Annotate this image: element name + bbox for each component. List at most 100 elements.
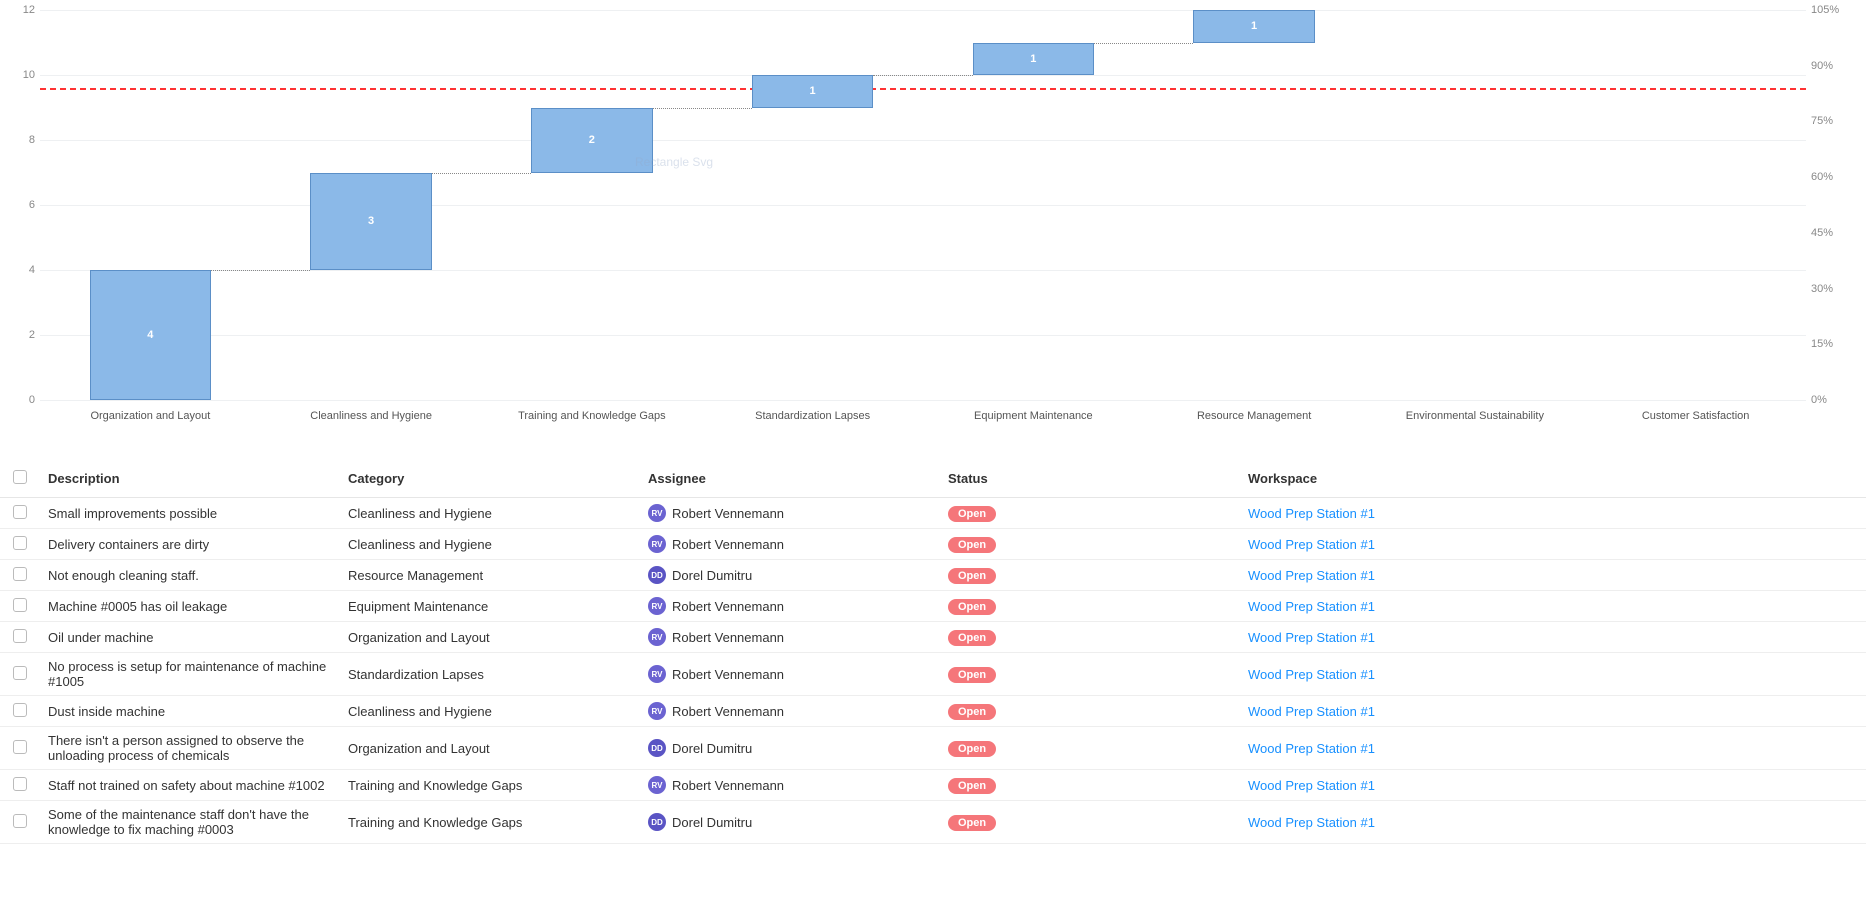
status-badge[interactable]: Open bbox=[948, 599, 996, 615]
avatar: DD bbox=[648, 813, 666, 831]
header-assignee[interactable]: Assignee bbox=[640, 460, 940, 498]
cell-status: Open bbox=[940, 560, 1240, 591]
table-row[interactable]: No process is setup for maintenance of m… bbox=[0, 653, 1866, 696]
waterfall-chart: 0246810120%15%30%45%60%75%90%105%Organiz… bbox=[0, 0, 1866, 440]
status-badge[interactable]: Open bbox=[948, 568, 996, 584]
cell-workspace: Wood Prep Station #1 bbox=[1240, 591, 1866, 622]
select-all-checkbox[interactable] bbox=[13, 470, 27, 484]
workspace-link[interactable]: Wood Prep Station #1 bbox=[1248, 568, 1375, 583]
table-row[interactable]: Staff not trained on safety about machin… bbox=[0, 770, 1866, 801]
row-checkbox[interactable] bbox=[13, 629, 27, 643]
assignee-name: Robert Vennemann bbox=[672, 506, 784, 521]
cell-assignee[interactable]: DDDorel Dumitru bbox=[640, 801, 940, 844]
status-badge[interactable]: Open bbox=[948, 778, 996, 794]
cell-assignee[interactable]: RVRobert Vennemann bbox=[640, 696, 940, 727]
status-badge[interactable]: Open bbox=[948, 506, 996, 522]
table-row[interactable]: Oil under machineOrganization and Layout… bbox=[0, 622, 1866, 653]
bar-connector bbox=[211, 270, 310, 271]
cell-description[interactable]: Some of the maintenance staff don't have… bbox=[40, 801, 340, 844]
table-row[interactable]: Dust inside machineCleanliness and Hygie… bbox=[0, 696, 1866, 727]
row-checkbox[interactable] bbox=[13, 740, 27, 754]
waterfall-bar[interactable]: 4 bbox=[90, 270, 211, 400]
cell-description[interactable]: No process is setup for maintenance of m… bbox=[40, 653, 340, 696]
cell-category: Training and Knowledge Gaps bbox=[340, 770, 640, 801]
header-workspace[interactable]: Workspace bbox=[1240, 460, 1866, 498]
cell-workspace: Wood Prep Station #1 bbox=[1240, 801, 1866, 844]
workspace-link[interactable]: Wood Prep Station #1 bbox=[1248, 741, 1375, 756]
row-checkbox[interactable] bbox=[13, 814, 27, 828]
cell-category: Cleanliness and Hygiene bbox=[340, 696, 640, 727]
workspace-link[interactable]: Wood Prep Station #1 bbox=[1248, 667, 1375, 682]
waterfall-bar[interactable]: 1 bbox=[752, 75, 873, 108]
cell-assignee[interactable]: DDDorel Dumitru bbox=[640, 560, 940, 591]
status-badge[interactable]: Open bbox=[948, 630, 996, 646]
workspace-link[interactable]: Wood Prep Station #1 bbox=[1248, 815, 1375, 830]
row-checkbox[interactable] bbox=[13, 505, 27, 519]
cell-assignee[interactable]: RVRobert Vennemann bbox=[640, 770, 940, 801]
row-checkbox[interactable] bbox=[13, 777, 27, 791]
cell-assignee[interactable]: RVRobert Vennemann bbox=[640, 653, 940, 696]
table-row[interactable]: There isn't a person assigned to observe… bbox=[0, 727, 1866, 770]
avatar: RV bbox=[648, 597, 666, 615]
table-row[interactable]: Delivery containers are dirtyCleanliness… bbox=[0, 529, 1866, 560]
cell-assignee[interactable]: DDDorel Dumitru bbox=[640, 727, 940, 770]
row-checkbox-cell bbox=[0, 622, 40, 653]
cell-assignee[interactable]: RVRobert Vennemann bbox=[640, 529, 940, 560]
table-row[interactable]: Not enough cleaning staff.Resource Manag… bbox=[0, 560, 1866, 591]
cell-workspace: Wood Prep Station #1 bbox=[1240, 653, 1866, 696]
assignee-name: Robert Vennemann bbox=[672, 704, 784, 719]
status-badge[interactable]: Open bbox=[948, 704, 996, 720]
header-description[interactable]: Description bbox=[40, 460, 340, 498]
cell-status: Open bbox=[940, 622, 1240, 653]
cell-workspace: Wood Prep Station #1 bbox=[1240, 696, 1866, 727]
cell-description[interactable]: Dust inside machine bbox=[40, 696, 340, 727]
header-checkbox-cell bbox=[0, 460, 40, 498]
cell-description[interactable]: There isn't a person assigned to observe… bbox=[40, 727, 340, 770]
chart-plot-area: 0246810120%15%30%45%60%75%90%105%Organiz… bbox=[40, 10, 1806, 400]
header-category[interactable]: Category bbox=[340, 460, 640, 498]
status-badge[interactable]: Open bbox=[948, 537, 996, 553]
workspace-link[interactable]: Wood Prep Station #1 bbox=[1248, 630, 1375, 645]
row-checkbox[interactable] bbox=[13, 536, 27, 550]
row-checkbox-cell bbox=[0, 498, 40, 529]
cell-workspace: Wood Prep Station #1 bbox=[1240, 770, 1866, 801]
cell-assignee[interactable]: RVRobert Vennemann bbox=[640, 591, 940, 622]
status-badge[interactable]: Open bbox=[948, 667, 996, 683]
cell-category: Organization and Layout bbox=[340, 727, 640, 770]
cell-workspace: Wood Prep Station #1 bbox=[1240, 529, 1866, 560]
status-badge[interactable]: Open bbox=[948, 741, 996, 757]
waterfall-bar[interactable]: 1 bbox=[1193, 10, 1314, 43]
cell-description[interactable]: Small improvements possible bbox=[40, 498, 340, 529]
y-left-tick-label: 8 bbox=[10, 134, 35, 146]
cell-assignee[interactable]: RVRobert Vennemann bbox=[640, 622, 940, 653]
cell-description[interactable]: Oil under machine bbox=[40, 622, 340, 653]
row-checkbox[interactable] bbox=[13, 598, 27, 612]
table-row[interactable]: Machine #0005 has oil leakageEquipment M… bbox=[0, 591, 1866, 622]
gridline bbox=[40, 140, 1806, 141]
table-row[interactable]: Small improvements possibleCleanliness a… bbox=[0, 498, 1866, 529]
cell-workspace: Wood Prep Station #1 bbox=[1240, 622, 1866, 653]
cell-category: Resource Management bbox=[340, 560, 640, 591]
workspace-link[interactable]: Wood Prep Station #1 bbox=[1248, 778, 1375, 793]
cell-assignee[interactable]: RV Robert Vennemann bbox=[640, 498, 940, 529]
cell-description[interactable]: Staff not trained on safety about machin… bbox=[40, 770, 340, 801]
workspace-link[interactable]: Wood Prep Station #1 bbox=[1248, 506, 1375, 521]
waterfall-bar[interactable]: 2 bbox=[531, 108, 652, 173]
workspace-link[interactable]: Wood Prep Station #1 bbox=[1248, 537, 1375, 552]
row-checkbox[interactable] bbox=[13, 567, 27, 581]
cell-description[interactable]: Machine #0005 has oil leakage bbox=[40, 591, 340, 622]
avatar: RV bbox=[648, 504, 666, 522]
workspace-link[interactable]: Wood Prep Station #1 bbox=[1248, 599, 1375, 614]
header-status[interactable]: Status bbox=[940, 460, 1240, 498]
waterfall-bar[interactable]: 1 bbox=[973, 43, 1094, 76]
workspace-link[interactable]: Wood Prep Station #1 bbox=[1248, 704, 1375, 719]
table-row[interactable]: Some of the maintenance staff don't have… bbox=[0, 801, 1866, 844]
row-checkbox[interactable] bbox=[13, 666, 27, 680]
cell-description[interactable]: Not enough cleaning staff. bbox=[40, 560, 340, 591]
bar-connector bbox=[1094, 43, 1193, 44]
row-checkbox[interactable] bbox=[13, 703, 27, 717]
cell-description[interactable]: Delivery containers are dirty bbox=[40, 529, 340, 560]
waterfall-bar[interactable]: 3 bbox=[310, 173, 431, 271]
y-right-tick-label: 75% bbox=[1811, 115, 1851, 127]
status-badge[interactable]: Open bbox=[948, 815, 996, 831]
